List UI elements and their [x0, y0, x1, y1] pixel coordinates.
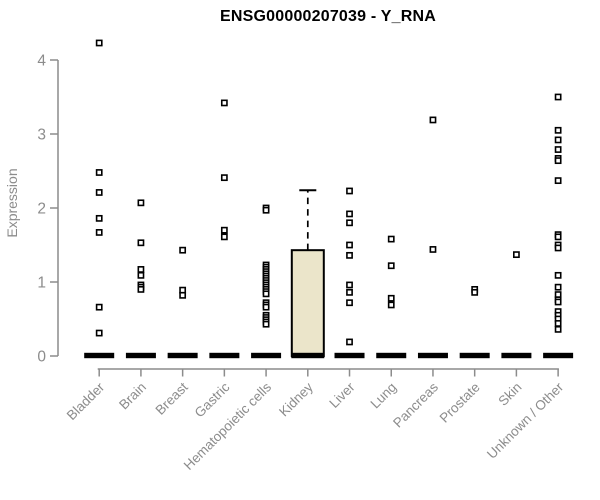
data-point: [346, 251, 353, 259]
data-point: [554, 325, 562, 333]
x-tick-label: Gastric: [192, 379, 233, 420]
data-point: [429, 116, 437, 124]
x-tick-label: Brain: [116, 380, 149, 413]
data-point: [346, 288, 353, 296]
data-point: [346, 219, 353, 227]
data-point: [346, 338, 353, 346]
data-point: [137, 199, 145, 207]
y-tick-label: 1: [37, 275, 46, 292]
data-point: [95, 39, 103, 47]
median-line: [376, 352, 407, 359]
data-point: [262, 303, 270, 311]
median-line: [334, 352, 365, 359]
x-tick-label: Breast: [153, 379, 191, 417]
data-point: [220, 174, 228, 182]
data-point: [554, 271, 562, 279]
y-tick-label: 0: [37, 349, 46, 366]
x-tick-label: Unknown / Other: [484, 379, 567, 462]
data-point: [554, 320, 562, 327]
data-point: [220, 233, 228, 241]
data-point: [554, 283, 562, 291]
data-point: [554, 177, 562, 185]
data-point: [179, 291, 187, 299]
data-point: [554, 298, 562, 306]
y-tick-label: 2: [37, 201, 46, 218]
median-line: [543, 352, 574, 359]
median-line: [167, 352, 198, 359]
data-point: [471, 288, 479, 296]
y-tick-label: 4: [37, 53, 46, 70]
y-tick-label: 3: [37, 127, 46, 144]
data-point: [554, 157, 562, 165]
data-point: [387, 294, 395, 302]
data-point: [346, 210, 353, 218]
median-line: [417, 352, 448, 359]
data-point: [512, 251, 520, 259]
x-tick-label: Pancreas: [390, 379, 441, 430]
data-point: [387, 301, 395, 309]
chart-title: ENSG00000207039 - Y_RNA: [220, 8, 436, 25]
x-tick-label: Skin: [495, 380, 524, 409]
x-tick-label: Prostate: [437, 380, 483, 426]
data-point: [95, 169, 103, 176]
x-tick-label: Liver: [326, 379, 358, 411]
median-line: [209, 352, 240, 359]
data-point: [346, 187, 353, 195]
data-point: [554, 244, 562, 252]
data-point: [95, 214, 103, 222]
data-point: [137, 285, 145, 293]
data-point: [387, 235, 395, 243]
data-point: [95, 329, 103, 337]
median-line: [251, 352, 282, 359]
data-point: [179, 246, 187, 254]
data-point: [554, 136, 562, 144]
data-point: [387, 262, 395, 270]
box: [290, 249, 325, 357]
data-point: [554, 233, 562, 241]
data-point: [137, 271, 145, 279]
data-point: [262, 290, 270, 298]
data-point: [95, 229, 103, 236]
median-line: [459, 352, 490, 359]
data-point: [95, 303, 103, 311]
x-tick-label: Lung: [368, 380, 400, 412]
data-point: [429, 246, 437, 253]
median-line: [291, 352, 325, 359]
data-point: [220, 226, 228, 234]
x-tick-label: Bladder: [64, 379, 108, 423]
data-point: [137, 239, 145, 247]
data-point: [262, 320, 270, 328]
data-point: [346, 299, 353, 307]
data-point: [554, 93, 562, 101]
data-point: [346, 241, 353, 249]
data-point: [346, 281, 353, 289]
x-tick-label: Kidney: [276, 379, 316, 419]
data-point: [554, 126, 562, 134]
data-point: [137, 266, 145, 273]
median-line: [125, 352, 156, 359]
data-point: [554, 146, 562, 153]
median-line: [84, 352, 115, 359]
data-point: [220, 99, 228, 107]
data-point: [262, 206, 270, 214]
median-line: [501, 352, 532, 359]
data-point: [95, 189, 103, 196]
